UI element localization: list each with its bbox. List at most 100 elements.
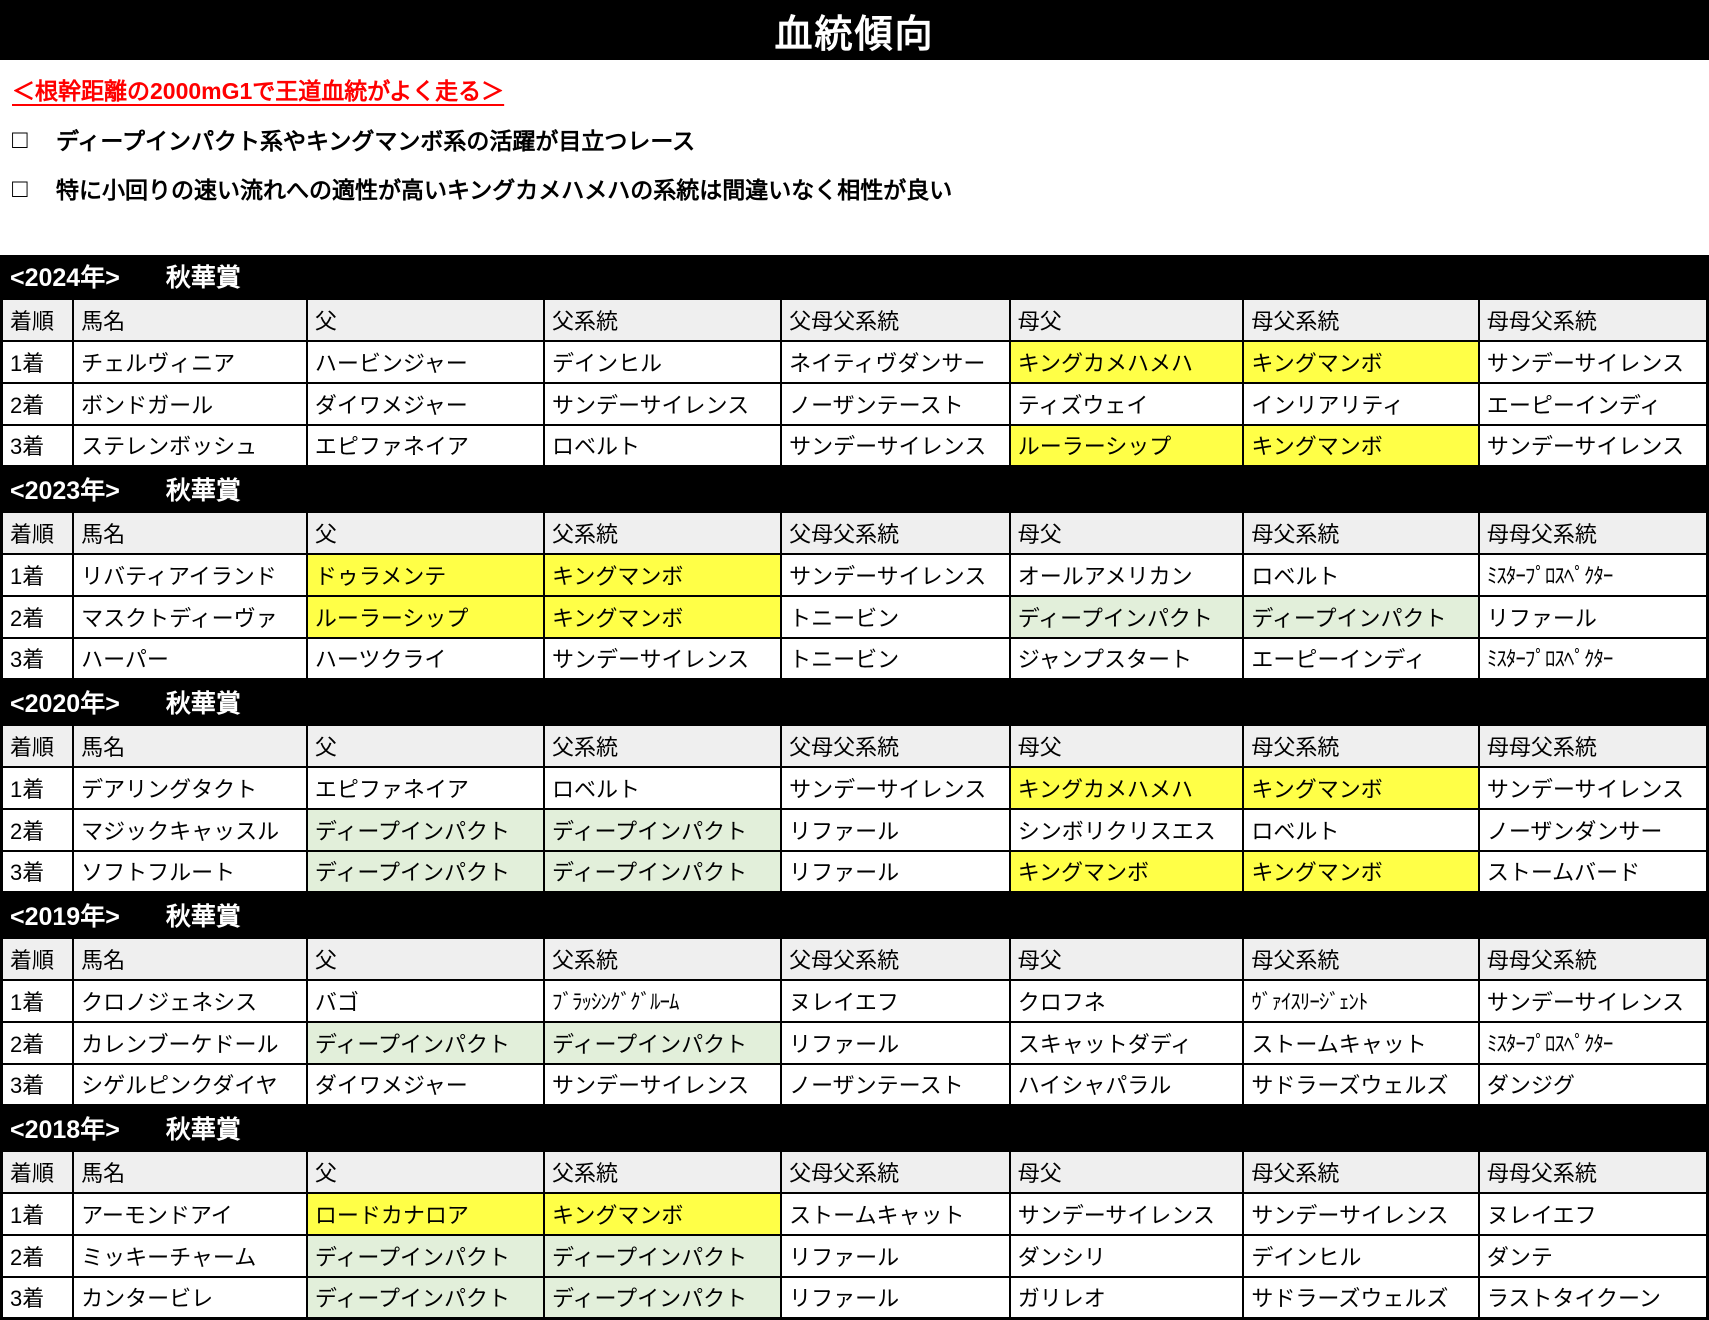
race-section: <2024年> 秋華賞 着順 馬名父父系統 父母父系統 母父 母父系統 母母父系統 1着 チェルヴ… [0,255,1709,468]
table-row: 1着 チェルヴィニア ハービンジャー デインヒル ネイティヴダンサー キングカメハメハ キン… [0,339,1709,384]
pedigree-cell: ダイワメジャー [305,1062,545,1107]
column-header: 着順 [0,723,75,768]
year-label: <2023年> [10,477,120,505]
column-header: 母父系統 [1242,723,1480,768]
pedigree-cell: エピファネイア [305,765,545,810]
pedigree-cell: サンデーサイレンス [1477,423,1709,468]
column-header: 母母父系統 [1477,936,1709,981]
pedigree-cell: キングマンボ [542,1191,783,1236]
pedigree-cell: リファール [780,1020,1011,1065]
pedigree-cell: ルーラーシップ [1008,423,1245,468]
pedigree-cell: ステレンボッシュ [72,423,308,468]
column-header: 父母父系統 [780,297,1011,342]
race-label: 秋華賞 [165,690,241,718]
year-label: <2018年> [10,1116,120,1144]
column-header: 母母父系統 [1477,510,1709,555]
pedigree-cell: スキャットダディ [1008,1020,1245,1065]
pedigree-cell: サンデーサイレンス [1477,765,1709,810]
pedigree-cell: エーピーインディ [1477,381,1709,426]
pedigree-cell: ミッキーチャーム [72,1233,308,1278]
pedigree-cell: ﾌﾞﾗｯｼﾝｸﾞｸﾞﾙｰﾑ [542,978,783,1023]
intro-bullets: □ ディープインパクト系やキングマンボ系の活躍が目立つレース □ 特に小回りの速い流れ… [12,122,1699,205]
pedigree-cell: キングカメハメハ [1008,339,1245,384]
pedigree-cell: サンデーサイレンス [1242,1191,1480,1236]
column-header: 母父 [1008,510,1245,555]
table-row: 1着 デアリングタクト エピファネイア ロベルト サンデーサイレンス キングカメハメハ キン… [0,765,1709,810]
race-label: 秋華賞 [165,1116,241,1144]
pedigree-cell: エピファネイア [305,423,545,468]
pedigree-cell: ディープインパクト [1242,594,1480,639]
pedigree-cell: ストームバード [1477,849,1709,894]
pedigree-cell: ノーザンテースト [780,381,1011,426]
pedigree-cell: ディープインパクト [542,849,783,894]
pedigree-cell: デアリングタクト [72,765,308,810]
header-row: 着順 馬名父父系統 父母父系統 母父 母父系統 母母父系統 [0,510,1709,555]
pedigree-cell: エーピーインディ [1242,636,1480,681]
pedigree-cell: ハーパー [72,636,308,681]
pedigree-cell: ロベルト [1242,807,1480,852]
sections: <2024年> 秋華賞 着順 馬名父父系統 父母父系統 母父 母父系統 母母父系統 1着 チェルヴ… [0,255,1709,1320]
pedigree-cell: ﾐｽﾀｰﾌﾟﾛｽﾍﾟｸﾀｰ [1477,636,1709,681]
header-row: 着順 馬名父父系統 父母父系統 母父 母父系統 母母父系統 [0,723,1709,768]
column-header: 母父系統 [1242,297,1480,342]
column-header: 母母父系統 [1477,723,1709,768]
pedigree-cell: リファール [1477,594,1709,639]
race-section: <2019年> 秋華賞 着順 馬名父父系統 父母父系統 母父 母父系統 母母父系統 1着 クロノジ… [0,894,1709,1107]
table-row: 2着 ミッキーチャーム ディープインパクト ディープインパクト リファール ダンシリ デイン… [0,1233,1709,1278]
bullet-text: ディープインパクト系やキングマンボ系の活躍が目立つレース [56,128,696,154]
pedigree-cell: ヌレイエフ [780,978,1011,1023]
pedigree-cell: ダンテ [1477,1233,1709,1278]
pedigree-cell: クロフネ [1008,978,1245,1023]
pedigree-cell: サンデーサイレンス [542,381,783,426]
pedigree-cell: ディープインパクト [542,1233,783,1278]
pedigree-cell: キングマンボ [542,552,783,597]
pedigree-cell: リファール [780,849,1011,894]
column-header: 母母父系統 [1477,297,1709,342]
pedigree-table: 着順 馬名父父系統 父母父系統 母父 母父系統 母母父系統 1着 デアリングタクト エピファネイ… [0,723,1709,894]
pedigree-cell: ディープインパクト [305,1275,545,1320]
pedigree-cell: ドゥラメンテ [305,552,545,597]
column-header: 着順 [0,1149,75,1194]
pedigree-cell: トニービン [780,636,1011,681]
race-section: <2023年> 秋華賞 着順 馬名父父系統 父母父系統 母父 母父系統 母母父系統 1着 リバティ… [0,468,1709,681]
rank-cell: 1着 [0,339,75,384]
table-row: 2着 カレンブーケドール ディープインパクト ディープインパクト リファール スキャットダ… [0,1020,1709,1065]
pedigree-cell: ディープインパクト [305,849,545,894]
column-header: 馬名 [72,936,308,981]
table-row: 3着 ハーパー ハーツクライ サンデーサイレンス トニービン ジャンプスタート エーピーイン… [0,636,1709,681]
year-band: <2024年> 秋華賞 [0,255,1709,297]
table-row: 3着 ソフトフルート ディープインパクト ディープインパクト リファール キングマンボ キン… [0,849,1709,894]
pedigree-cell: ラストタイクーン [1477,1275,1709,1320]
pedigree-cell: サドラーズウェルズ [1242,1275,1480,1320]
rank-cell: 1着 [0,978,75,1023]
pedigree-cell: ハイシャパラル [1008,1062,1245,1107]
pedigree-cell: サンデーサイレンス [1008,1191,1245,1236]
column-header: 母父 [1008,936,1245,981]
pedigree-cell: リバティアイランド [72,552,308,597]
title-band: 血統傾向 [0,0,1709,60]
pedigree-cell: サンデーサイレンス [542,636,783,681]
pedigree-table: 着順 馬名父父系統 父母父系統 母父 母父系統 母母父系統 1着 リバティアイランド ドゥラメン… [0,510,1709,681]
pedigree-cell: ロードカナロア [305,1191,545,1236]
race-label: 秋華賞 [165,264,241,292]
pedigree-cell: キングマンボ [542,594,783,639]
rank-cell: 1着 [0,1191,75,1236]
rank-cell: 3着 [0,423,75,468]
pedigree-cell: ディープインパクト [305,1233,545,1278]
rank-cell: 2着 [0,1020,75,1065]
header-row: 着順 馬名父父系統 父母父系統 母父 母父系統 母母父系統 [0,936,1709,981]
column-header: 父系統 [542,510,783,555]
year-label: <2019年> [10,903,120,931]
pedigree-cell: ダンジグ [1477,1062,1709,1107]
rank-cell: 1着 [0,765,75,810]
table-row: 1着 リバティアイランド ドゥラメンテ キングマンボ サンデーサイレンス オールアメリカン… [0,552,1709,597]
rank-cell: 3着 [0,1275,75,1320]
year-band: <2020年> 秋華賞 [0,681,1709,723]
pedigree-cell: カンタービレ [72,1275,308,1320]
pedigree-cell: キングマンボ [1242,765,1480,810]
race-section: <2018年> 秋華賞 着順 馬名父父系統 父母父系統 母父 母父系統 母母父系統 1着 アーモン… [0,1107,1709,1320]
pedigree-cell: ﾐｽﾀｰﾌﾟﾛｽﾍﾟｸﾀｰ [1477,552,1709,597]
bullet-item: □ ディープインパクト系やキングマンボ系の活躍が目立つレース [12,122,1699,156]
pedigree-cell: オールアメリカン [1008,552,1245,597]
column-header: 父 [305,510,545,555]
